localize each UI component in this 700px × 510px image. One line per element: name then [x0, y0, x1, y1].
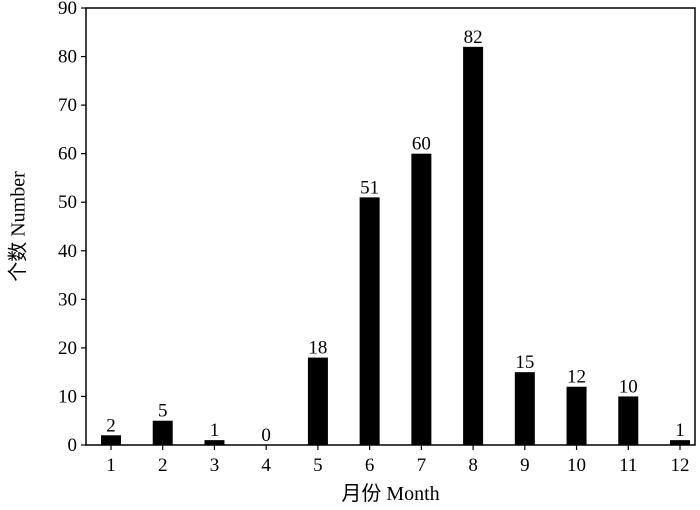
value-label-4: 0: [261, 425, 271, 446]
bar-8: [463, 46, 484, 445]
y-tick-label-60: 60: [58, 144, 77, 165]
bar-1: [101, 435, 121, 445]
bar-10: [566, 386, 587, 445]
bar-5: [307, 357, 328, 445]
x-tick-label-3: 3: [210, 455, 220, 476]
x-tick-label-8: 8: [468, 455, 478, 476]
value-label-8: 82: [464, 27, 483, 48]
bars-group: [101, 46, 690, 445]
y-tick-label-20: 20: [58, 338, 77, 359]
y-tick-label-70: 70: [58, 95, 77, 116]
value-label-7: 60: [412, 134, 431, 155]
y-tick-label-0: 0: [68, 435, 78, 456]
value-label-2: 5: [158, 401, 168, 422]
value-label-3: 1: [210, 420, 220, 441]
y-axis: 0 10 20 30 40 50 60 70 80 90: [58, 0, 86, 456]
x-axis: 1 2 3 4 5 6 7 8 9 10 11 12: [106, 445, 690, 476]
bar-7: [411, 153, 432, 445]
x-tick-label-5: 5: [313, 455, 323, 476]
x-tick-label-2: 2: [158, 455, 168, 476]
x-tick-label-9: 9: [520, 455, 530, 476]
y-tick-label-90: 90: [58, 0, 77, 19]
x-tick-label-6: 6: [365, 455, 375, 476]
value-label-11: 10: [619, 376, 638, 397]
y-tick-label-80: 80: [58, 47, 77, 68]
value-label-9: 15: [515, 352, 534, 373]
value-label-1: 2: [106, 415, 116, 436]
y-tick-label-40: 40: [58, 241, 77, 262]
bar-12: [670, 440, 690, 445]
y-tick-label-10: 10: [58, 386, 77, 407]
bar-11: [618, 396, 639, 445]
x-tick-label-7: 7: [417, 455, 427, 476]
x-tick-label-10: 10: [567, 455, 586, 476]
bar-3: [204, 440, 225, 445]
bar-6: [359, 197, 380, 445]
value-label-5: 18: [308, 338, 327, 359]
y-axis-title: 个数 Number: [7, 171, 30, 282]
bar-2: [152, 420, 173, 445]
plot-frame: [85, 7, 696, 446]
x-tick-label-11: 11: [619, 455, 637, 476]
x-tick-label-1: 1: [106, 455, 116, 476]
x-tick-label-12: 12: [671, 455, 690, 476]
value-label-10: 12: [567, 367, 586, 388]
y-tick-label-50: 50: [58, 192, 77, 213]
x-axis-title: 月份 Month: [341, 482, 439, 505]
y-tick-label-30: 30: [58, 289, 77, 310]
bar-9: [514, 372, 535, 445]
value-label-12: 1: [675, 420, 685, 441]
value-label-6: 51: [360, 177, 379, 198]
x-tick-label-4: 4: [261, 455, 271, 476]
